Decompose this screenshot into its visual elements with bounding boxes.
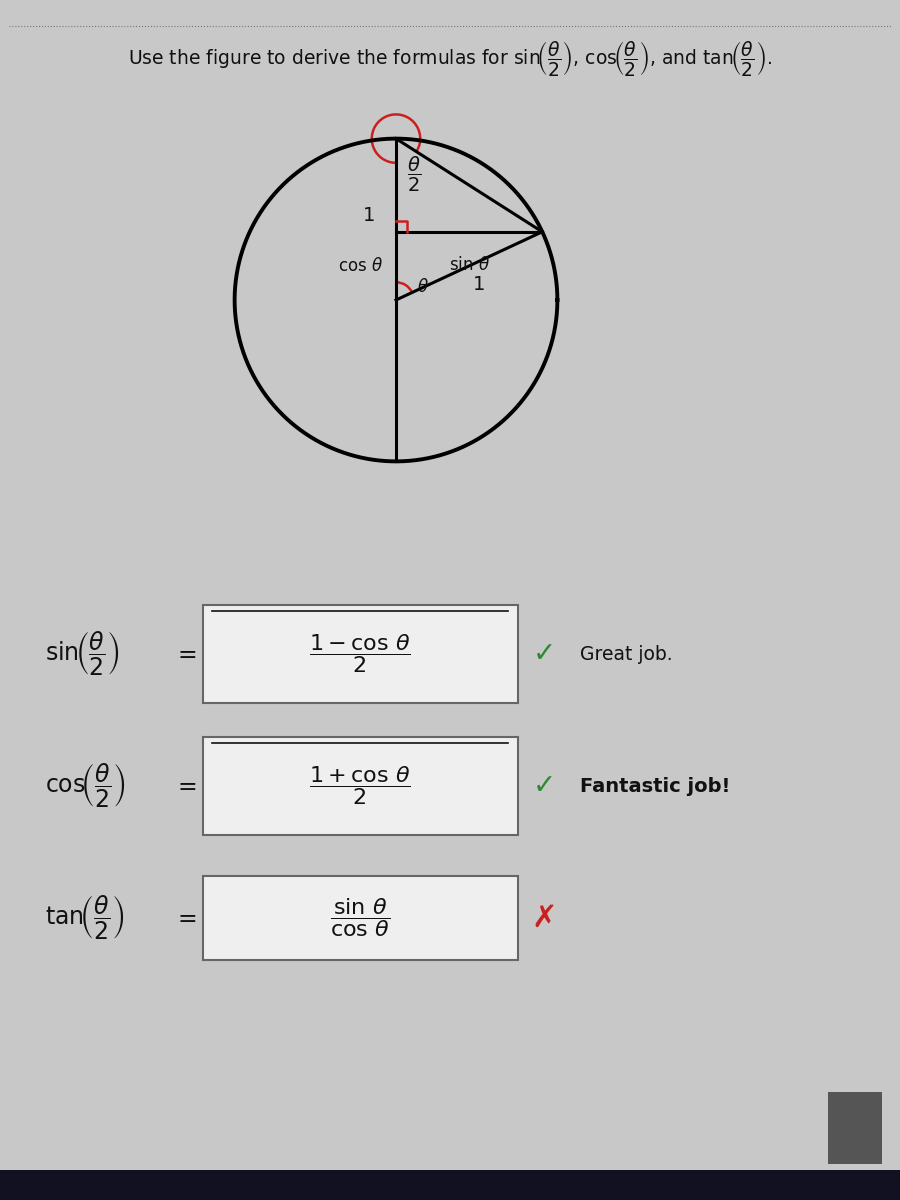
Text: ✗: ✗ <box>532 904 557 932</box>
Text: $=$: $=$ <box>173 642 196 666</box>
Text: $\dfrac{\theta}{2}$: $\dfrac{\theta}{2}$ <box>408 155 422 193</box>
Bar <box>202 737 518 835</box>
Text: $\dfrac{1 + \cos\,\theta}{2}$: $\dfrac{1 + \cos\,\theta}{2}$ <box>309 764 411 808</box>
Text: $=$: $=$ <box>173 906 196 930</box>
Text: $1$: $1$ <box>472 276 484 294</box>
Text: $\dfrac{\sin\,\theta}{\cos\,\theta}$: $\dfrac{\sin\,\theta}{\cos\,\theta}$ <box>330 896 390 940</box>
Text: ✓: ✓ <box>533 772 556 800</box>
Bar <box>0 1170 900 1200</box>
Text: $\cos\,\theta$: $\cos\,\theta$ <box>338 257 383 275</box>
Text: $\mathrm{tan}\!\left(\dfrac{\theta}{2}\right)$: $\mathrm{tan}\!\left(\dfrac{\theta}{2}\r… <box>45 894 124 942</box>
Text: $\mathrm{cos}\!\left(\dfrac{\theta}{2}\right)$: $\mathrm{cos}\!\left(\dfrac{\theta}{2}\r… <box>45 762 126 810</box>
Text: ✓: ✓ <box>533 640 556 668</box>
Text: $=$: $=$ <box>173 774 196 798</box>
Bar <box>828 1092 882 1164</box>
Text: $\sin\,\theta$: $\sin\,\theta$ <box>448 256 490 274</box>
Text: Use the figure to derive the formulas for $\mathregular{sin}\!\left(\dfrac{\thet: Use the figure to derive the formulas fo… <box>128 40 772 78</box>
Text: $1$: $1$ <box>363 208 375 226</box>
Bar <box>202 605 518 703</box>
Bar <box>202 876 518 960</box>
Text: Great job.: Great job. <box>580 644 673 664</box>
Text: $\dfrac{1 - \cos\,\theta}{2}$: $\dfrac{1 - \cos\,\theta}{2}$ <box>309 632 411 676</box>
Text: Fantastic job!: Fantastic job! <box>580 776 731 796</box>
Text: $\theta$: $\theta$ <box>417 278 428 296</box>
Text: $\mathrm{sin}\!\left(\dfrac{\theta}{2}\right)$: $\mathrm{sin}\!\left(\dfrac{\theta}{2}\r… <box>45 630 120 678</box>
